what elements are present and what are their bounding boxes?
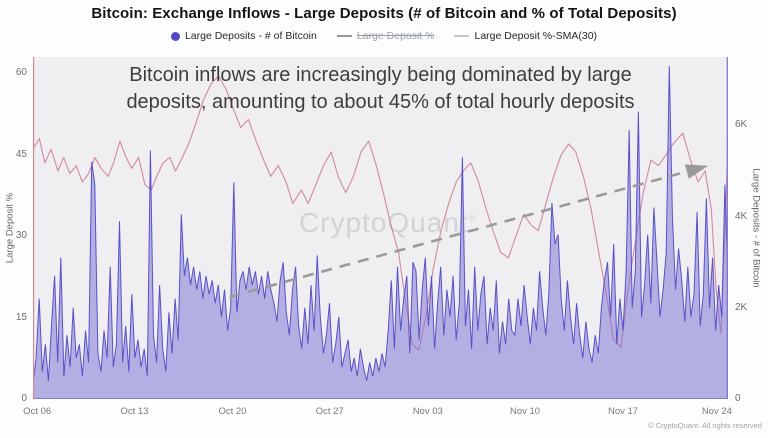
right-axis-tick-4K: 4K xyxy=(735,210,748,222)
copyright-notice: © CryptoQuant. All rights reserved xyxy=(648,421,762,430)
legend-label: Large Deposit % xyxy=(356,30,435,42)
x-axis-label-oct-06: Oct 06 xyxy=(23,406,52,417)
right-axis-title: Large Deposits - # of Bitcoin xyxy=(750,168,762,288)
chart-title: Bitcoin: Exchange Inflows - Large Deposi… xyxy=(91,5,677,22)
legend-item-large-deposits-btc[interactable]: Large Deposits - # of Bitcoin xyxy=(170,30,317,42)
left-axis-tick-15: 15 xyxy=(15,311,27,323)
x-axis-label-nov-03: Nov 03 xyxy=(412,406,443,417)
legend-item-large-deposit-pct-sma[interactable]: Large Deposit %-SMA(30) xyxy=(454,30,597,42)
left-axis-title: Large Deposit % xyxy=(4,192,16,264)
left-axis-tick-30: 30 xyxy=(15,230,27,242)
legend-line-icon xyxy=(336,35,352,37)
right-axis-tick-6K: 6K xyxy=(735,119,748,131)
x-axis-label-oct-20: Oct 20 xyxy=(218,406,247,417)
trend-arrow-line xyxy=(229,170,686,299)
legend-label: Large Deposits - # of Bitcoin xyxy=(184,30,317,42)
x-axis-label-oct-13: Oct 13 xyxy=(120,406,149,417)
x-axis-label-nov-10: Nov 10 xyxy=(509,406,541,417)
x-axis-label-oct-27: Oct 27 xyxy=(315,406,344,417)
legend-label: Large Deposit %-SMA(30) xyxy=(474,30,598,42)
legend-dot-icon xyxy=(170,31,180,41)
legend-line-icon xyxy=(454,35,470,37)
chart-canvas[interactable] xyxy=(33,57,728,399)
left-axis-tick-45: 45 xyxy=(15,148,27,160)
trend-arrow-head-icon xyxy=(684,164,709,179)
deposits-area-series[interactable] xyxy=(33,66,728,399)
left-axis-tick-0: 0 xyxy=(21,393,27,404)
x-axis-label-nov-17: Nov 17 xyxy=(607,406,639,417)
right-axis-tick-0: 0 xyxy=(735,393,741,404)
chart-legend: Large Deposits - # of Bitcoin Large Depo… xyxy=(0,29,768,43)
legend-item-large-deposit-pct[interactable]: Large Deposit % xyxy=(336,30,435,42)
x-axis-label-nov-24: Nov 24 xyxy=(701,406,732,417)
plot-area[interactable] xyxy=(33,57,728,399)
right-axis-tick-2K: 2K xyxy=(735,301,748,313)
left-axis-tick-60: 60 xyxy=(15,67,27,79)
